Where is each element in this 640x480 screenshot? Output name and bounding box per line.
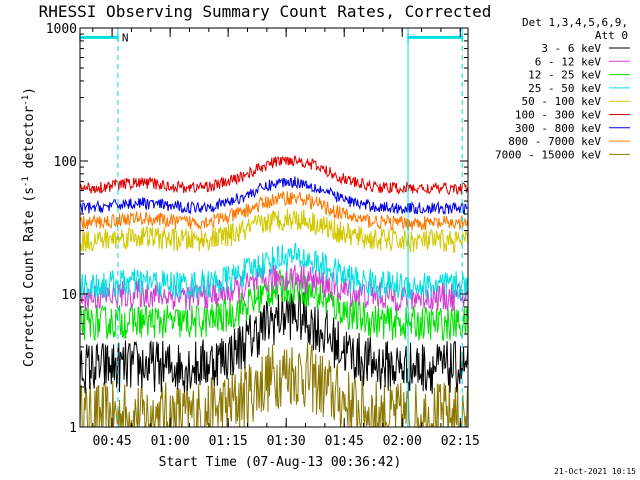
y-tick-label: 1 xyxy=(69,421,77,436)
legend-label: 100 - 300 keV xyxy=(515,109,601,122)
x-tick-label: 01:45 xyxy=(325,434,364,449)
y-axis-label: Corrected Count Rate (s-1 detector-1) xyxy=(21,87,37,367)
x-tick-label: 00:45 xyxy=(93,434,132,449)
legend-label: 25 - 50 keV xyxy=(528,82,601,95)
y-tick-label: 10 xyxy=(61,288,77,303)
x-tick-label: 01:00 xyxy=(151,434,190,449)
legend-label: 12 - 25 keV xyxy=(528,69,601,82)
series-line-800-7000-kev xyxy=(79,190,469,232)
x-axis-label: Start Time (07-Aug-13 00:36:42) xyxy=(159,455,402,470)
x-tick-label: 02:00 xyxy=(383,434,422,449)
plot-frame xyxy=(79,27,469,428)
series-line-50-100-kev xyxy=(79,208,469,254)
legend-label: 6 - 12 keV xyxy=(535,55,602,68)
legend-label: 3 - 6 keV xyxy=(541,42,601,55)
series-line-7000-15000-kev xyxy=(79,342,469,429)
legend-label: 7000 - 15000 keV xyxy=(495,148,601,161)
legend-header-2: Att 0 xyxy=(595,29,628,42)
legend-label: 50 - 100 keV xyxy=(522,95,602,108)
flag-label: N xyxy=(122,31,129,44)
legend-label: 300 - 800 keV xyxy=(515,122,601,135)
legend-header-1: Det 1,3,4,5,6,9, xyxy=(522,16,628,29)
y-tick-label: 100 xyxy=(54,155,77,170)
legend-label: 800 - 7000 keV xyxy=(508,135,601,148)
series-line-3-6-kev xyxy=(79,290,469,394)
plot-annotations: N xyxy=(79,28,463,427)
plot-series xyxy=(79,155,469,429)
series-line-300-800-kev xyxy=(79,176,469,216)
x-axis: 00:45 01:00 01:15 01:30 01:45 02:00 02:15 xyxy=(92,28,480,449)
chart-title: RHESSI Observing Summary Count Rates, Co… xyxy=(39,2,492,21)
series-line-12-25-kev xyxy=(79,269,469,342)
y-tick-label: 1000 xyxy=(46,22,77,37)
series-line-100-300-kev xyxy=(79,155,469,196)
x-tick-label: 02:15 xyxy=(441,434,480,449)
series-line-25-50-kev xyxy=(79,242,469,300)
footer-timestamp: 21-Oct-2021 10:15 xyxy=(554,467,636,476)
x-tick-label: 01:15 xyxy=(209,434,248,449)
x-tick-label: 01:30 xyxy=(267,434,306,449)
y-axis: 1 10 100 1000 xyxy=(46,22,468,436)
